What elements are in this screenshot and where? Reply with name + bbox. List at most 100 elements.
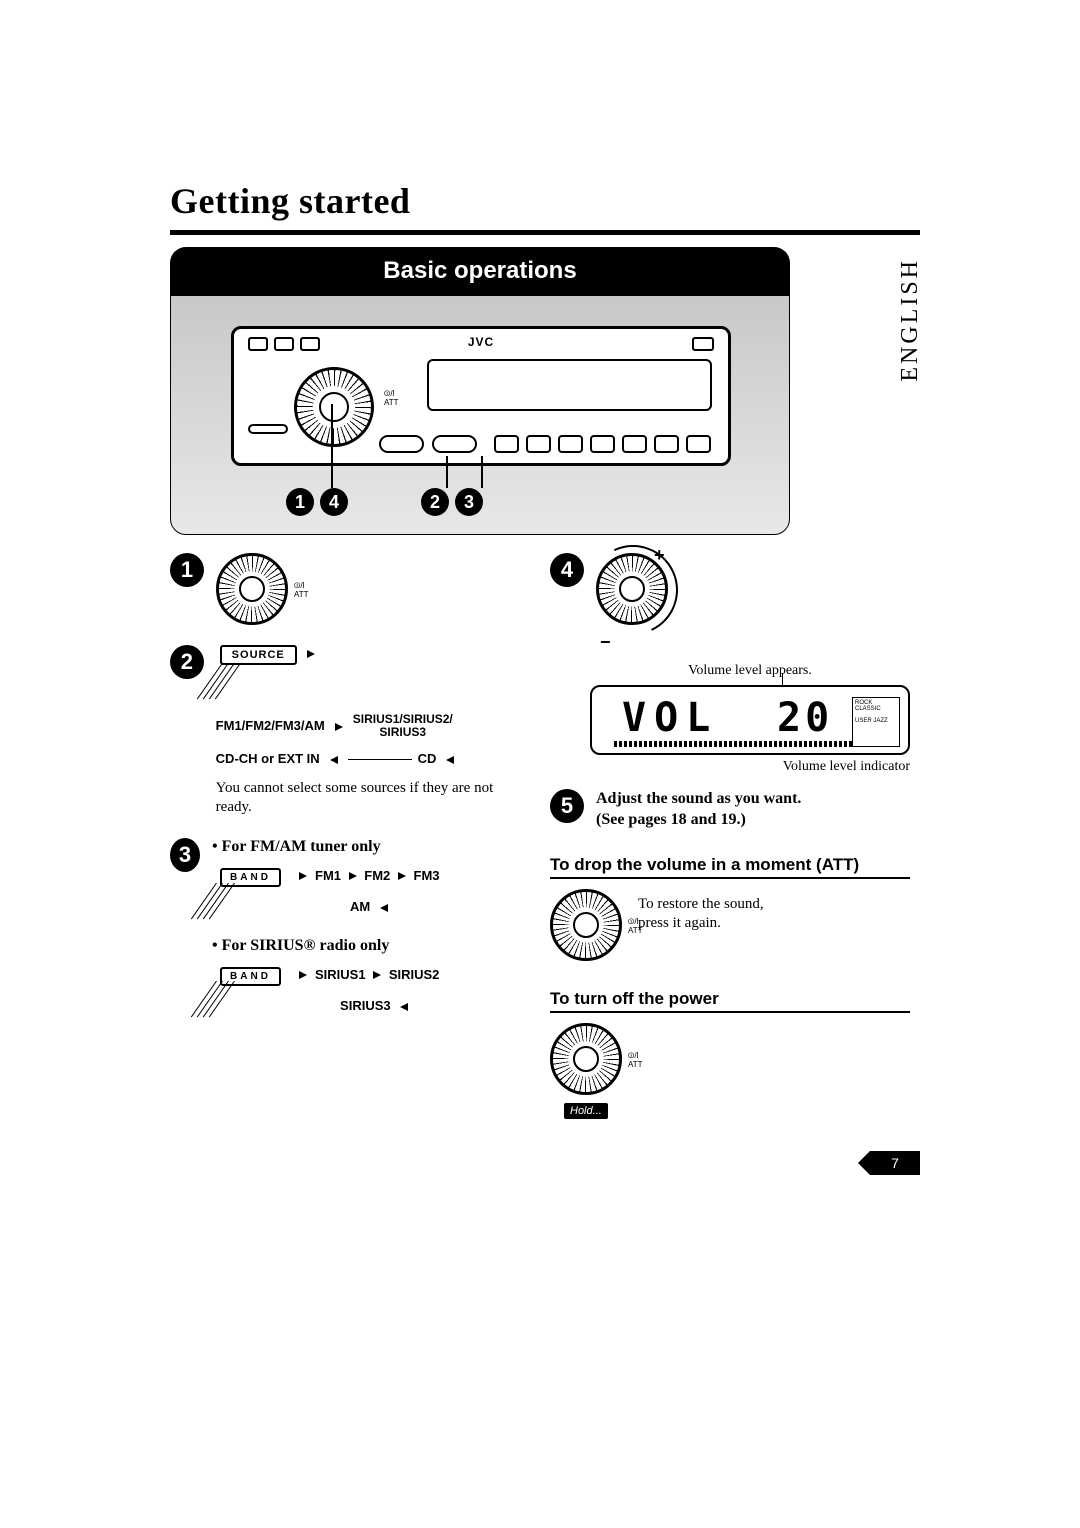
preset-2 — [526, 435, 551, 453]
source-flow: FM1/FM2/FM3/AM SIRIUS1/SIRIUS2/SIRIUS3 C… — [216, 713, 530, 771]
vol-appears-label: Volume level appears. — [590, 663, 910, 679]
top-button-3 — [300, 337, 320, 351]
hero-callouts-right: 2 3 — [421, 488, 483, 516]
top-button-1 — [248, 337, 268, 351]
radio-unit-illustration: JVC ⏼/I ATT — [231, 326, 731, 466]
s-arr0 — [299, 963, 307, 986]
top-button-2 — [274, 337, 294, 351]
step-1: 1 ⏼/I ATT — [170, 553, 530, 625]
flow-cdch: CD-CH or EXT IN — [216, 747, 320, 770]
step-5: 5 Adjust the sound as you want.(See page… — [550, 789, 910, 831]
band-sirius-flow: SIRIUS1 SIRIUS2 — [295, 967, 439, 982]
step-2: 2 SOURCE FM1/FM2/FM3/AM SIRIUS1/SIRIUS2/… — [170, 645, 530, 818]
vol-text: VOL — [622, 695, 718, 741]
basic-operations-bar: Basic operations — [170, 247, 790, 295]
power-heading: To turn off the power — [550, 989, 910, 1013]
fm-arr2 — [398, 864, 406, 887]
flow-sirius: SIRIUS1/SIRIUS2/SIRIUS3 — [353, 713, 453, 739]
ir-window — [692, 337, 714, 351]
band-sirius-diagram: BAND SIRIUS1 SIRIUS2 SIRIUS3 — [220, 963, 530, 1018]
drop-dial — [550, 889, 622, 961]
lcd-display — [427, 359, 712, 411]
flow-bottom-row: CD-CH or EXT IN CD — [216, 747, 530, 770]
sirius2: SIRIUS2 — [389, 967, 440, 982]
step3-sub1: • For FM/AM tuner only — [212, 838, 530, 856]
step-2-bullet: 2 — [170, 645, 204, 679]
att-label: ⏼/I ATT — [384, 389, 399, 407]
power-off-block: To turn off the power ⏼/I ATT Hold... — [550, 989, 910, 1095]
source-button-diagram: SOURCE — [220, 645, 530, 665]
title-rule — [170, 230, 920, 235]
flow-arrow-left-1 — [330, 747, 338, 770]
s-arr1 — [373, 963, 381, 986]
step-5-text: Adjust the sound as you want.(See pages … — [596, 789, 801, 831]
vol-num: 20 — [777, 695, 833, 741]
manual-page: Getting started ENGLISH Basic operations… — [170, 180, 920, 1095]
hero-callouts-left: 1 4 — [286, 488, 348, 516]
press-lines — [216, 663, 266, 703]
source-button — [379, 435, 424, 453]
callout-line-2 — [446, 456, 448, 488]
drop-volume-block: To drop the volume in a moment (ATT) ⏼/I… — [550, 855, 910, 961]
step-4-dial-wrap: + − — [596, 553, 686, 643]
source-arrow-icon — [307, 645, 315, 662]
band-box-1: BAND — [220, 868, 281, 887]
page-number-arrow-icon — [858, 1151, 870, 1175]
page-number-wrap: 7 — [870, 1151, 920, 1175]
step-3: 3 • For FM/AM tuner only BAND FM1 FM2 FM… — [170, 838, 530, 1018]
callout-1: 1 — [286, 488, 314, 516]
preset-3 — [558, 435, 583, 453]
hero-illustration: JVC ⏼/I ATT 1 4 2 3 — [170, 295, 790, 535]
band-box-2: BAND — [220, 967, 281, 986]
flow-arrow-right-1 — [335, 714, 343, 737]
step-4-bullet: 4 — [550, 553, 584, 587]
section-title: Getting started — [170, 180, 920, 222]
hold-wrap: Hold... — [564, 1099, 608, 1119]
preset-1 — [494, 435, 519, 453]
brand-logo: JVC — [468, 335, 494, 349]
step-1-dial — [216, 553, 288, 625]
callout-4: 4 — [320, 488, 348, 516]
plus-icon: + — [654, 545, 665, 566]
left-column: 1 ⏼/I ATT 2 SOURCE FM1/FM2/FM3/ — [170, 553, 530, 1095]
callout-3: 3 — [455, 488, 483, 516]
step-5-bullet: 5 — [550, 789, 584, 823]
fm1: FM1 — [315, 868, 341, 883]
am: AM — [350, 899, 370, 914]
fm-arr1 — [349, 864, 357, 887]
step-1-dial-wrap: ⏼/I ATT — [216, 553, 288, 625]
language-tab: ENGLISH — [897, 258, 924, 382]
s3-arr — [400, 994, 408, 1017]
sirius1: SIRIUS1 — [315, 967, 366, 982]
step-4: 4 + − — [550, 553, 910, 643]
am-row: AM — [350, 895, 530, 918]
flow-fm-am: FM1/FM2/FM3/AM — [216, 714, 325, 737]
power-dial — [550, 1023, 622, 1095]
step3-sub2: • For SIRIUS® radio only — [212, 937, 530, 955]
step-3-bullet: 3 — [170, 838, 200, 872]
flow-arrow-left-2 — [446, 747, 454, 770]
vol-display: VOL 20 ROCK CLASSICUSER JAZZ — [590, 685, 910, 755]
callout-line-14 — [331, 404, 333, 488]
att-mini-1: ⏼/I ATT — [294, 581, 309, 599]
drop-volume-heading: To drop the volume in a moment (ATT) — [550, 855, 910, 879]
power-dial-wrap: ⏼/I ATT Hold... — [550, 1023, 622, 1095]
page-number: 7 — [870, 1151, 920, 1175]
fm3: FM3 — [414, 868, 440, 883]
page-number-text: 7 — [891, 1155, 899, 1171]
volume-block: Volume level appears. VOL 20 ROCK CLASSI… — [590, 663, 910, 775]
callout-line-3 — [481, 456, 483, 488]
vol-side-indicators: ROCK CLASSICUSER JAZZ — [852, 697, 900, 747]
callout-2: 2 — [421, 488, 449, 516]
flow-line — [348, 759, 412, 760]
flow-cd: CD — [418, 747, 437, 770]
am-arr — [380, 895, 388, 918]
preset-7 — [686, 435, 711, 453]
flow-top-row: FM1/FM2/FM3/AM SIRIUS1/SIRIUS2/SIRIUS3 — [216, 713, 530, 739]
preset-5 — [622, 435, 647, 453]
source-note: You cannot select some sources if they a… — [216, 779, 530, 818]
columns: 1 ⏼/I ATT 2 SOURCE FM1/FM2/FM3/ — [170, 553, 920, 1095]
band-fm-diagram: BAND FM1 FM2 FM3 AM — [220, 864, 530, 919]
preset-4 — [590, 435, 615, 453]
vol-indicator-label: Volume level indicator — [590, 759, 910, 775]
